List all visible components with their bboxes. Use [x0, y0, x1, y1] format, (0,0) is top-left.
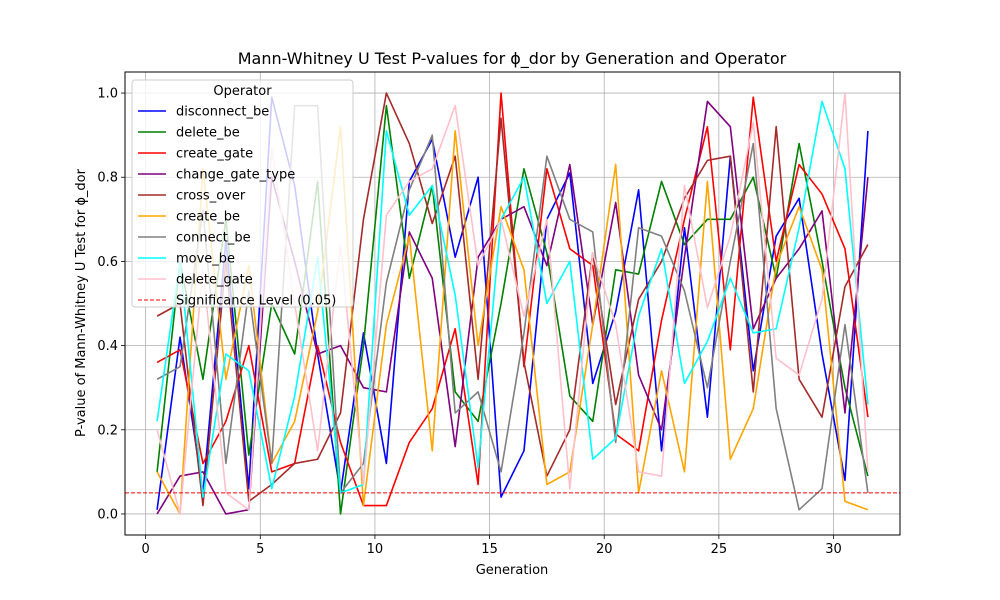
x-tick-label: 5: [256, 542, 264, 557]
legend-label: delete_be: [176, 126, 240, 141]
x-axis-label: Generation: [476, 563, 549, 578]
chart-title: Mann-Whitney U Test P-values for ϕ_dor b…: [238, 49, 787, 69]
legend: Operator disconnect_be delete_be create_gat…: [131, 79, 354, 309]
x-tick-label: 25: [711, 542, 728, 557]
y-axis-label: P-value of Mann-Whitney U Test for ϕ_dor: [74, 168, 89, 437]
x-tick-label: 0: [141, 542, 149, 557]
series-line-move-be: [156, 100, 869, 498]
legend-label: delete_gate: [176, 273, 253, 288]
y-tick-label: 0.0: [97, 507, 118, 522]
x-tick-label: 15: [481, 542, 498, 557]
y-tick-label: 0.4: [97, 339, 118, 354]
y-tick-label: 1.0: [97, 87, 118, 102]
legend-label: create_gate: [176, 147, 253, 162]
series-line-create-be: [156, 125, 869, 515]
legend-title: Operator: [213, 84, 272, 99]
plot-frame: [124, 71, 901, 536]
legend-label: move_be: [176, 252, 235, 267]
legend-label: create_be: [176, 210, 240, 225]
legend-label: Significance Level (0.05): [176, 294, 336, 309]
legend-label: cross_over: [176, 189, 246, 204]
series-line-connect-be: [156, 104, 869, 511]
legend-label: disconnect_be: [176, 105, 269, 120]
series-lines: [156, 92, 869, 515]
axis-ticks: 0 5 10 15 20 25 30 0.0 0.2 0.4 0.6 0.8 1.0: [97, 87, 841, 557]
x-tick-label: 30: [825, 542, 842, 557]
y-tick-label: 0.8: [97, 171, 118, 186]
y-tick-label: 0.2: [97, 423, 118, 438]
x-tick-label: 10: [367, 542, 384, 557]
x-tick-label: 20: [596, 542, 613, 557]
y-tick-label: 0.6: [97, 255, 118, 270]
legend-label: change_gate_type: [176, 168, 295, 183]
legend-box: [131, 79, 354, 308]
legend-label: connect_be: [176, 231, 251, 246]
